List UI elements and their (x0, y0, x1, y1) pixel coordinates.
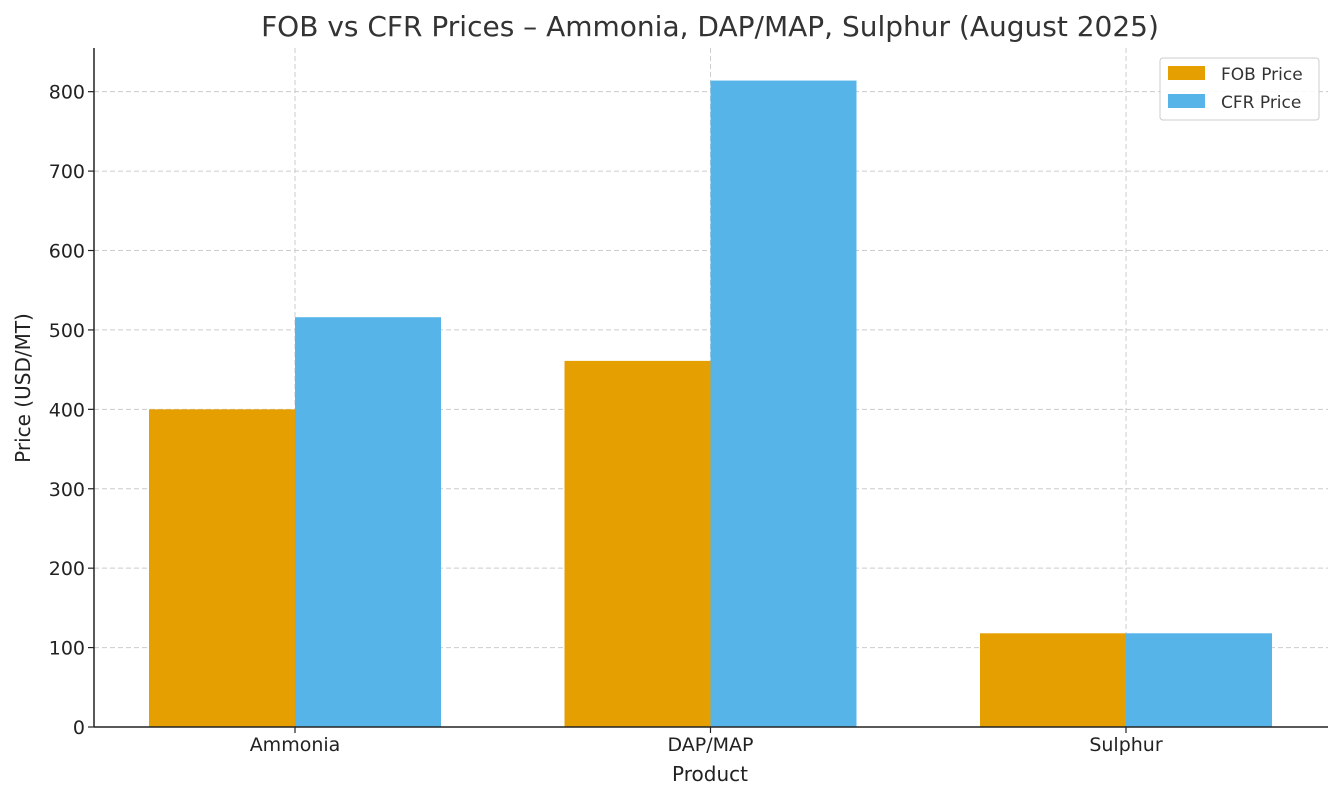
chart-title: FOB vs CFR Prices – Ammonia, DAP/MAP, Su… (261, 10, 1159, 43)
y-axis-ticks: 0 100 200 300 400 500 600 700 800 (49, 82, 94, 739)
y-tick-label: 0 (73, 717, 85, 739)
legend-label: FOB Price (1221, 65, 1303, 85)
legend-swatch (1168, 94, 1205, 108)
legend: FOB Price CFR Price (1159, 57, 1320, 121)
bar-cfr-price-ammonia (295, 317, 441, 727)
legend-label: CFR Price (1221, 93, 1301, 113)
y-tick-label: 400 (49, 399, 85, 421)
x-axis-ticks: Ammonia DAP/MAP Sulphur (250, 727, 1163, 756)
y-tick-label: 600 (49, 241, 85, 263)
bar-cfr-price-sulphur (1126, 633, 1272, 727)
x-tick-label: DAP/MAP (667, 734, 753, 756)
x-axis-label: Product (672, 762, 748, 786)
bar-cfr-price-dap-map (710, 80, 857, 727)
legend-swatch (1168, 66, 1205, 80)
y-tick-label: 800 (49, 82, 85, 104)
y-tick-label: 100 (49, 638, 85, 660)
bar-fob-price-dap-map (564, 360, 711, 727)
bars (149, 80, 1272, 727)
y-tick-label: 200 (49, 558, 85, 580)
y-tick-label: 700 (49, 161, 85, 183)
y-tick-label: 300 (49, 479, 85, 501)
y-tick-label: 500 (49, 320, 85, 342)
x-tick-label: Sulphur (1089, 734, 1163, 756)
y-axis-label: Price (USD/MT) (11, 313, 35, 463)
bar-fob-price-sulphur (980, 633, 1126, 727)
x-tick-label: Ammonia (250, 734, 341, 756)
bar-fob-price-ammonia (149, 409, 295, 727)
